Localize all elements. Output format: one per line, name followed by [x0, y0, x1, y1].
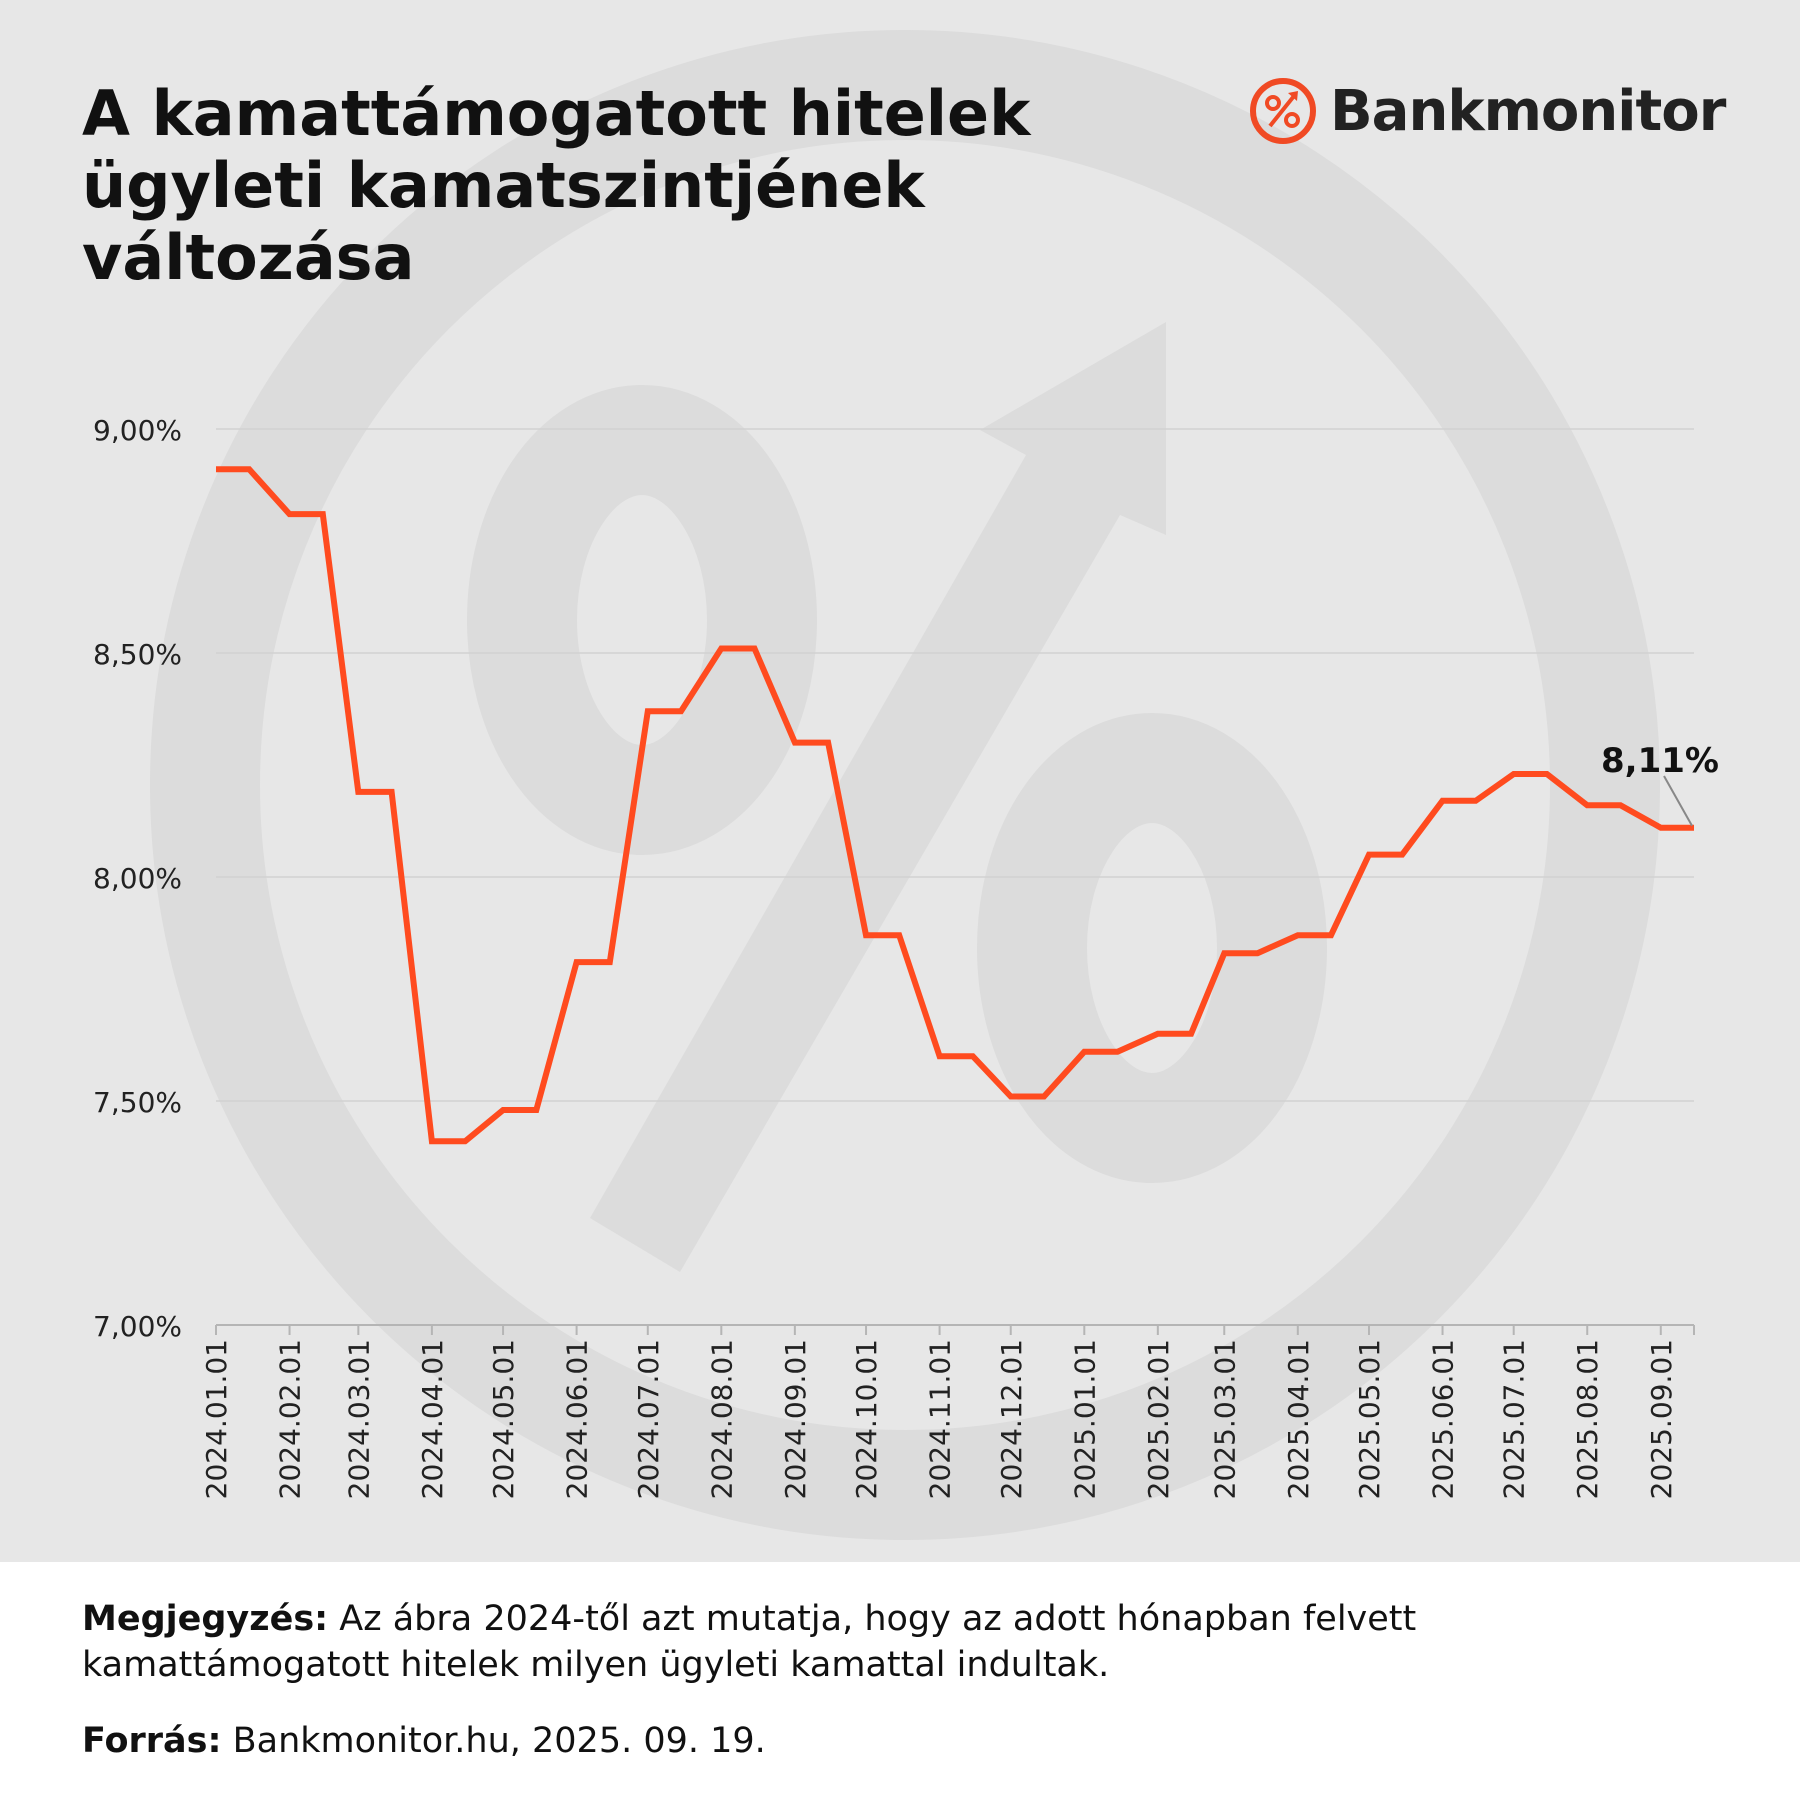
- source-label: Forrás:: [82, 1721, 222, 1761]
- x-tick-label: 2024.12.01: [995, 1339, 1028, 1499]
- x-tick-label: 2024.01.01: [200, 1339, 233, 1499]
- x-tick-label: 2025.09.01: [1645, 1339, 1678, 1499]
- brand-logo: Bankmonitor: [1248, 76, 1726, 146]
- x-tick-label: 2024.03.01: [342, 1339, 375, 1499]
- source: Forrás: Bankmonitor.hu, 2025. 09. 19.: [82, 1718, 1722, 1764]
- x-tick-label: 2024.11.01: [924, 1339, 957, 1499]
- annotation-leader: [1663, 775, 1693, 827]
- y-tick-label: 7,50%: [93, 1086, 182, 1119]
- grid-lines: [216, 428, 1694, 1102]
- annotation-layer: 8,11%: [1601, 741, 1719, 827]
- x-tick-label: 2025.05.01: [1353, 1339, 1386, 1499]
- x-tick-label: 2025.01.01: [1068, 1339, 1101, 1499]
- x-tick-label: 2024.06.01: [561, 1339, 594, 1499]
- y-axis-ticks: 7,00% 7,50% 8,00% 8,50% 9,00%: [93, 414, 182, 1343]
- note: Megjegyzés: Az ábra 2024-től azt mutatja…: [82, 1596, 1722, 1688]
- note-label: Megjegyzés:: [82, 1599, 329, 1639]
- page-title: A kamattámogatott hitelek ügyleti kamats…: [82, 77, 1031, 294]
- y-tick-label: 9,00%: [93, 414, 182, 447]
- x-tick-label: 2025.07.01: [1498, 1339, 1531, 1499]
- annotation-label: 8,11%: [1601, 741, 1719, 781]
- x-axis-ticks: 2024.01.01 2024.02.01 2024.03.01 2024.04.01…: [200, 1325, 1695, 1499]
- x-tick-label: 2024.09.01: [779, 1339, 812, 1499]
- x-tick-label: 2024.02.01: [274, 1339, 307, 1499]
- y-tick-label: 8,00%: [93, 862, 182, 895]
- brand-name: Bankmonitor: [1330, 78, 1726, 144]
- series-layer: [215, 466, 1695, 1145]
- percent-arrow-icon: [1250, 78, 1316, 144]
- x-tick-label: 2024.04.01: [416, 1339, 449, 1499]
- x-tick-label: 2025.06.01: [1427, 1339, 1460, 1499]
- x-tick-label: 2024.05.01: [487, 1339, 520, 1499]
- source-text: Bankmonitor.hu, 2025. 09. 19.: [221, 1721, 766, 1761]
- y-tick-label: 8,50%: [93, 638, 182, 671]
- note-text: Az ábra 2024-től azt mutatja, hogy az ad…: [82, 1599, 1417, 1685]
- x-tick-label: 2024.10.01: [850, 1339, 883, 1499]
- x-tick-label: 2025.04.01: [1282, 1339, 1315, 1499]
- y-tick-label: 7,00%: [93, 1310, 182, 1343]
- x-tick-label: 2025.02.01: [1142, 1339, 1175, 1499]
- x-tick-label: 2025.08.01: [1571, 1339, 1604, 1499]
- x-tick-label: 2025.03.01: [1208, 1339, 1241, 1499]
- x-tick-label: 2024.07.01: [632, 1339, 665, 1499]
- footnote: Megjegyzés: Az ábra 2024-től azt mutatja…: [82, 1596, 1722, 1764]
- x-tick-label: 2024.08.01: [705, 1339, 738, 1499]
- step-line-chart: 7,00%7,50%8,00%8,50%9,00% 2024.01.01 2024…: [93, 414, 1719, 1499]
- series-line: [216, 466, 1694, 1145]
- chart-panel: A kamattámogatott hitelek ügyleti kamats…: [0, 0, 1800, 1562]
